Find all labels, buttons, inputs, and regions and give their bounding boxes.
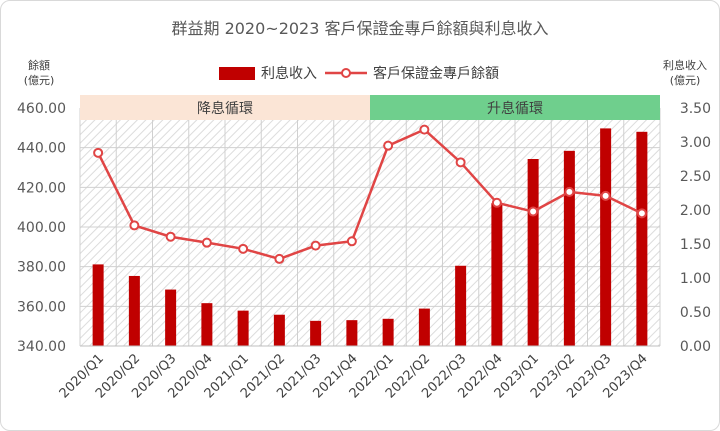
- bar-interest-income: [310, 320, 322, 346]
- point-margin-balance: [238, 243, 249, 254]
- point-margin-balance: [310, 240, 321, 251]
- legend-swatch-bar: [219, 67, 255, 80]
- right-axis-title: (億元): [670, 74, 701, 87]
- left-axis-tick-label: 420.00: [17, 180, 66, 196]
- bar-interest-income: [382, 318, 394, 346]
- bar-interest-income: [201, 303, 213, 346]
- bar-interest-income: [165, 289, 177, 346]
- right-axis-tick-label: 2.00: [680, 203, 711, 219]
- right-axis-tick-label: 0.00: [680, 339, 711, 355]
- point-margin-balance: [564, 186, 575, 197]
- point-margin-balance: [636, 208, 647, 219]
- line-margin-balance: [97, 128, 643, 261]
- right-axis-tick-label: 3.50: [680, 101, 711, 117]
- point-margin-balance: [274, 253, 285, 264]
- right-axis-tick-label: 3.00: [680, 135, 711, 151]
- legend-label-line: 客戶保證金專戶餘額: [373, 65, 499, 82]
- left-axis-tick-label: 460.00: [17, 101, 66, 117]
- chart-title: 群益期 2020~2023 客戶保證金專戶餘額與利息收入: [171, 19, 548, 38]
- point-margin-balance: [491, 197, 502, 208]
- right-axis-tick-label: 0.50: [680, 305, 711, 321]
- point-margin-balance: [129, 220, 140, 231]
- bar-interest-income: [600, 128, 612, 346]
- point-margin-balance: [201, 237, 212, 248]
- bar-interest-income: [563, 150, 575, 346]
- left-axis-title: 餘額: [28, 58, 50, 72]
- bar-interest-income: [491, 203, 503, 346]
- right-axis-tick-label: 1.50: [680, 237, 711, 253]
- point-margin-balance: [346, 236, 357, 247]
- right-axis-tick-label: 2.50: [680, 169, 711, 185]
- bar-interest-income: [636, 131, 648, 346]
- cycle-band: [80, 95, 370, 120]
- right-axis-tick-label: 1.00: [680, 271, 711, 287]
- point-margin-balance: [600, 190, 611, 201]
- cycle-band-label: 降息循環: [197, 100, 253, 117]
- point-margin-balance: [165, 231, 176, 242]
- point-margin-balance: [419, 124, 430, 135]
- left-axis-title: (億元): [24, 74, 55, 87]
- bar-interest-income: [346, 320, 358, 346]
- cycle-band-label: 升息循環: [487, 100, 543, 117]
- bar-interest-income: [128, 275, 140, 346]
- point-margin-balance: [528, 206, 539, 217]
- bar-interest-income: [527, 159, 539, 346]
- left-axis-tick-label: 440.00: [17, 141, 66, 157]
- right-axis-title: 利息收入: [663, 58, 707, 72]
- point-margin-balance: [455, 157, 466, 168]
- bar-interest-income: [455, 265, 467, 346]
- left-axis-tick-label: 340.00: [17, 339, 66, 355]
- bar-interest-income: [92, 264, 104, 346]
- legend-label-bar: 利息收入: [261, 65, 317, 82]
- point-margin-balance: [383, 140, 394, 151]
- left-axis-tick-label: 360.00: [17, 299, 66, 315]
- point-margin-balance: [93, 147, 104, 158]
- bar-interest-income: [237, 310, 249, 346]
- cycle-band: [370, 95, 660, 120]
- bar-interest-income: [418, 308, 430, 346]
- left-axis-tick-label: 380.00: [17, 260, 66, 276]
- legend-swatch-marker: [341, 68, 351, 78]
- left-axis-tick-label: 400.00: [17, 220, 66, 236]
- bar-interest-income: [273, 314, 285, 346]
